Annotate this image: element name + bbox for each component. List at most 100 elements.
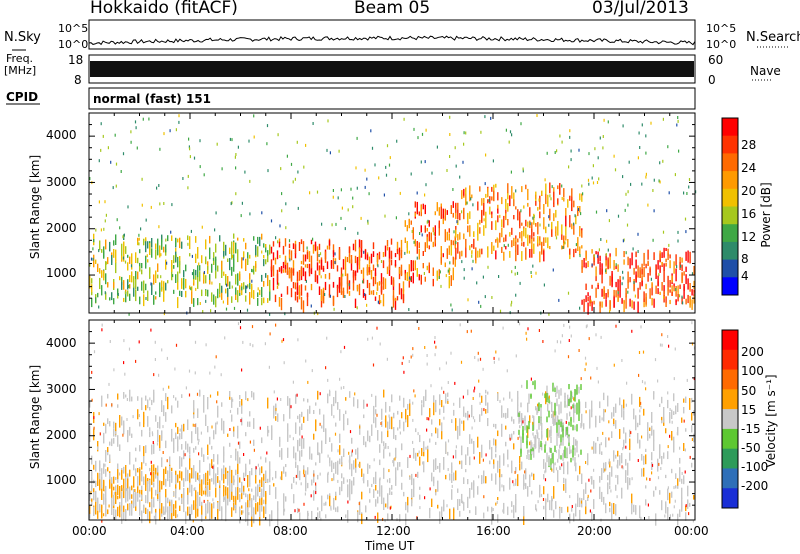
- power-cell: [358, 257, 361, 270]
- power-cell: [177, 282, 179, 290]
- velocity-cell: [105, 450, 107, 462]
- power-cell: [398, 267, 401, 274]
- velocity-cell: [575, 439, 577, 446]
- power-cell-speckle: [408, 212, 410, 216]
- velocity-cell: [95, 498, 97, 507]
- power-cell: [477, 250, 479, 258]
- power-cell-speckle: [226, 283, 228, 287]
- velocity-cell: [161, 400, 163, 412]
- power-cell: [519, 232, 521, 239]
- power-cell: [243, 238, 245, 242]
- velocity-cell: [377, 512, 379, 523]
- power-cell-speckle: [377, 300, 379, 304]
- velocity-cell-speckle: [651, 471, 653, 475]
- velocity-cell: [605, 503, 607, 514]
- power-cell: [693, 280, 695, 290]
- velocity-cell: [303, 465, 305, 473]
- power-cell-speckle: [413, 127, 415, 131]
- velocity-data: [89, 321, 696, 527]
- power-cell: [501, 219, 503, 228]
- power-cell-speckle: [199, 302, 201, 305]
- velocity-cell: [445, 474, 447, 480]
- power-cell-speckle: [285, 226, 287, 230]
- velocity-cell: [335, 422, 337, 427]
- power-cell: [663, 291, 665, 297]
- velocity-cell: [109, 441, 111, 446]
- velocity-cell: [151, 472, 153, 477]
- velocity-cell-speckle: [613, 363, 615, 367]
- power-cell: [493, 192, 495, 202]
- power-cell-speckle: [374, 163, 376, 167]
- power-cell: [346, 273, 349, 285]
- power-cell-speckle: [380, 260, 383, 263]
- velocity-cell-speckle: [533, 435, 535, 439]
- velocity-cell: [407, 457, 409, 468]
- velocity-cell: [117, 469, 119, 480]
- power-cell: [352, 282, 355, 291]
- power-cell: [424, 204, 426, 215]
- velocity-cell: [335, 461, 337, 474]
- velocity-cell: [207, 500, 209, 514]
- power-cell-speckle: [366, 177, 368, 181]
- velocity-cell-speckle: [303, 474, 305, 478]
- velocity-cell: [117, 484, 119, 495]
- velocity-cell: [475, 506, 477, 515]
- velocity-cell-speckle: [571, 505, 573, 508]
- velocity-cell: [187, 506, 189, 516]
- velocity-cell: [437, 480, 439, 492]
- power-cell: [125, 246, 127, 254]
- velocity-cell: [323, 419, 325, 432]
- velocity-cell: [111, 485, 113, 497]
- power-cell: [569, 195, 571, 201]
- power-cell: [446, 248, 448, 259]
- velocity-cell: [566, 447, 568, 458]
- velocity-cell-speckle: [264, 342, 266, 346]
- velocity-cell: [611, 412, 613, 419]
- power-cell-speckle: [659, 180, 661, 184]
- power-cell: [523, 241, 525, 247]
- velocity-cell: [171, 467, 173, 472]
- power-cell: [671, 291, 673, 296]
- power-cell: [693, 289, 695, 293]
- power-cell: [261, 274, 263, 282]
- power-cell: [91, 292, 93, 296]
- velocity-cell: [513, 431, 515, 435]
- power-cell: [513, 215, 515, 220]
- power-cell-speckle: [141, 203, 143, 207]
- power-cell: [366, 264, 369, 276]
- power-cell: [181, 278, 183, 289]
- velocity-cell: [265, 457, 267, 463]
- power-ytick-1000: 1000: [46, 266, 77, 280]
- power-colorbar-swatch: [722, 259, 738, 278]
- power-cell: [667, 275, 669, 288]
- power-cell: [193, 298, 195, 307]
- velocity-cell: [551, 499, 553, 511]
- velocity-cell: [515, 494, 517, 506]
- power-cell-speckle: [231, 285, 233, 289]
- velocity-cell-speckle: [294, 509, 296, 513]
- power-cell: [607, 292, 609, 298]
- power-cell: [302, 254, 305, 265]
- velocity-cell: [193, 400, 195, 413]
- power-cell-speckle: [530, 271, 532, 274]
- velocity-cell: [607, 482, 609, 495]
- power-cell: [161, 234, 163, 243]
- freq-panel-frame: [88, 54, 696, 84]
- power-cell: [270, 266, 273, 277]
- velocity-cell-speckle: [280, 398, 282, 401]
- power-cell: [215, 256, 217, 261]
- power-cell-speckle: [417, 136, 419, 140]
- power-cell: [553, 202, 555, 208]
- velocity-cell: [129, 426, 131, 436]
- velocity-cell-speckle: [113, 491, 115, 495]
- power-cell: [147, 241, 149, 249]
- power-cell: [577, 237, 579, 245]
- velocity-cell-speckle: [161, 348, 163, 352]
- power-cell: [539, 195, 541, 202]
- velocity-cell: [223, 451, 225, 463]
- power-cell: [286, 262, 289, 275]
- power-cell: [91, 297, 93, 308]
- velocity-cell: [635, 415, 637, 428]
- velocity-cell-speckle: [339, 377, 341, 381]
- power-cell: [253, 290, 255, 300]
